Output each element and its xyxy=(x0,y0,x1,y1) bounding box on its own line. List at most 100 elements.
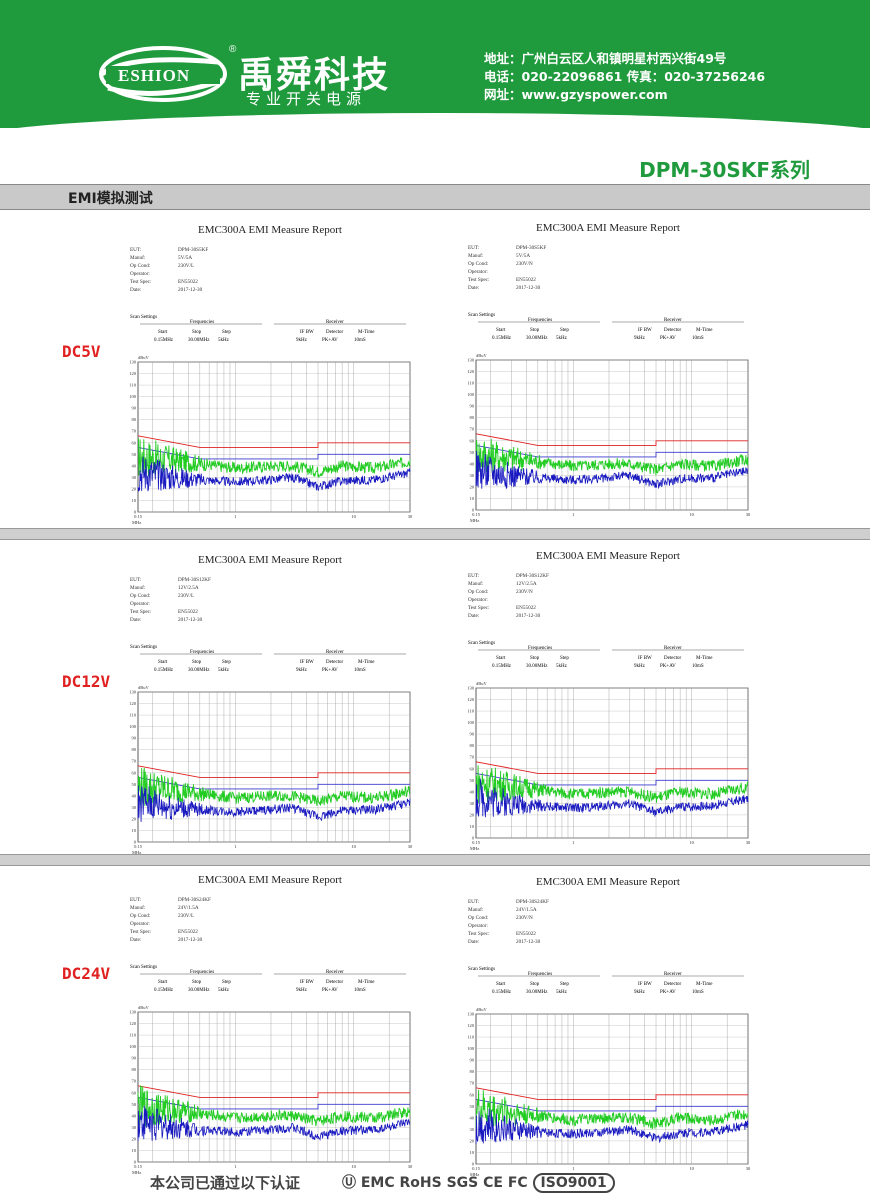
y-tick-label: 110 xyxy=(129,713,136,718)
info-value: 5V/5A xyxy=(178,255,193,261)
scan-col-label: Detector xyxy=(326,660,344,665)
info-value: 230V/N xyxy=(516,261,533,267)
scan-col-value: 30.00MHz xyxy=(526,336,548,341)
limit-line xyxy=(475,761,748,774)
x-tick-label: 1 xyxy=(234,844,236,849)
y-tick-label: 50 xyxy=(470,450,475,455)
scan-heading: Scan Settings xyxy=(130,965,157,970)
info-key: Manuf: xyxy=(130,255,146,261)
scan-col-value: 0.15MHz xyxy=(492,336,512,341)
y-tick-label: 90 xyxy=(132,406,137,411)
plot-frame xyxy=(475,359,749,511)
y-tick-label: 10 xyxy=(132,1148,137,1153)
info-key: EUT: xyxy=(468,573,480,579)
y-tick-label: 30 xyxy=(470,473,475,478)
row-label-dc5v: DC5V xyxy=(62,342,101,361)
address-text: 地址：广州白云区人和镇明星村西兴街49号 xyxy=(484,51,727,66)
average-trace xyxy=(475,450,749,490)
info-value: DPM-30S12KF xyxy=(178,577,211,583)
scan-col-value: 10mS xyxy=(692,990,704,995)
y-tick-label: 110 xyxy=(129,1033,136,1038)
y-tick-label: 30 xyxy=(132,475,137,480)
info-key: Date: xyxy=(468,285,480,291)
scan-col-label: M-Time xyxy=(358,660,375,665)
info-value: 2017-12-30 xyxy=(178,617,203,623)
limit-line xyxy=(137,435,410,448)
scan-col-value: 0.15MHz xyxy=(154,668,174,673)
y-tick-label: 40 xyxy=(470,1115,475,1120)
x-tick-label: 30 xyxy=(746,1166,751,1171)
x-tick-label: 10 xyxy=(351,844,356,849)
y-tick-label: 20 xyxy=(132,816,137,821)
info-value: 12V/2.5A xyxy=(516,581,537,587)
scan-col-value: 0.15MHz xyxy=(154,988,174,993)
y-tick-label: 50 xyxy=(132,782,137,787)
y-tick-label: 80 xyxy=(470,1069,475,1074)
y-tick-label: 120 xyxy=(467,697,475,702)
scan-col-label: Start xyxy=(496,982,506,987)
emi-plot: 0 10 20 30 40 50 60 70 80 90 100 110 120 130 0.15 1 10 30… xyxy=(120,350,420,530)
scan-col-label: Detector xyxy=(326,330,344,335)
info-key: Operator: xyxy=(468,269,488,275)
scan-col-value: 30.00MHz xyxy=(188,668,210,673)
scan-col-label: IF BW xyxy=(638,328,652,333)
info-key: Test Spec: xyxy=(130,279,152,285)
y-tick-label: 110 xyxy=(467,381,474,386)
y-tick-label: 90 xyxy=(470,404,475,409)
x-tick-label: 0.15 xyxy=(134,514,143,519)
brand-name: 禹舜科技 xyxy=(238,55,391,96)
y-tick-label: 10 xyxy=(470,824,475,829)
y-tick-label: 100 xyxy=(129,1044,137,1049)
x-tick-label: 0.15 xyxy=(472,1166,481,1171)
y-tick-label: 130 xyxy=(129,1010,137,1015)
scan-col-value: PK+AV xyxy=(660,664,676,669)
y-tick-label: 80 xyxy=(470,415,475,420)
scan-settings: Scan Settings Frequencies Receiver Start Sto… xyxy=(468,310,758,346)
x-tick-label: 30 xyxy=(746,840,751,845)
x-tick-label: 0.15 xyxy=(134,844,143,849)
y-tick-label: 80 xyxy=(132,1067,137,1072)
limit-line xyxy=(137,776,410,790)
emi-report: EMC300A EMI Measure Report EUT: DPM-30S12… xyxy=(120,554,420,864)
scan-col-label: M-Time xyxy=(358,330,375,335)
limit-line xyxy=(137,765,410,778)
scan-settings: Scan Settings Frequencies Receiver Start Sto… xyxy=(130,642,420,678)
scan-col-label: Step xyxy=(222,660,231,665)
scan-col-label: Start xyxy=(496,656,506,661)
x-unit-label: MHz xyxy=(470,1172,479,1177)
report-info: EUT: DPM-30S24KF Manuf: 24V/1.5A Op Cond: 2… xyxy=(468,898,549,946)
report-title: EMC300A EMI Measure Report xyxy=(198,224,342,236)
row-separator xyxy=(0,854,870,866)
scan-col-value: 5kHz xyxy=(218,668,230,673)
scan-col-label: M-Time xyxy=(696,656,713,661)
x-unit-label: MHz xyxy=(132,850,141,855)
plot-frame xyxy=(475,687,749,839)
scan-col-value: 9kHz xyxy=(296,668,308,673)
x-tick-label: 10 xyxy=(689,512,694,517)
info-value: DPM-30S5KF xyxy=(516,245,547,251)
scan-col-label: M-Time xyxy=(696,328,713,333)
receiver-heading: Receiver xyxy=(326,970,344,975)
y-tick-label: 120 xyxy=(129,1021,137,1026)
x-tick-label: 10 xyxy=(351,514,356,519)
receiver-heading: Receiver xyxy=(326,320,344,325)
x-unit-label: MHz xyxy=(132,520,141,525)
y-tick-label: 120 xyxy=(467,1023,475,1028)
scan-col-value: 0.15MHz xyxy=(492,664,512,669)
y-tick-label: 10 xyxy=(132,498,137,503)
limit-line xyxy=(475,1087,748,1100)
y-tick-label: 20 xyxy=(470,484,475,489)
scan-col-value: 10mS xyxy=(692,664,704,669)
info-value: 230V/L xyxy=(178,263,195,269)
row-separator xyxy=(0,528,870,540)
y-tick-label: 120 xyxy=(129,701,137,706)
info-key: Test Spec: xyxy=(130,609,152,615)
info-value: EN55022 xyxy=(178,929,198,935)
y-tick-label: 90 xyxy=(132,736,137,741)
scan-col-label: M-Time xyxy=(358,980,375,985)
info-key: Op Cond: xyxy=(130,263,151,269)
section-title: EMI模拟测试 xyxy=(68,191,153,207)
scan-col-value: 9kHz xyxy=(634,990,646,995)
info-key: Test Spec: xyxy=(468,931,490,937)
